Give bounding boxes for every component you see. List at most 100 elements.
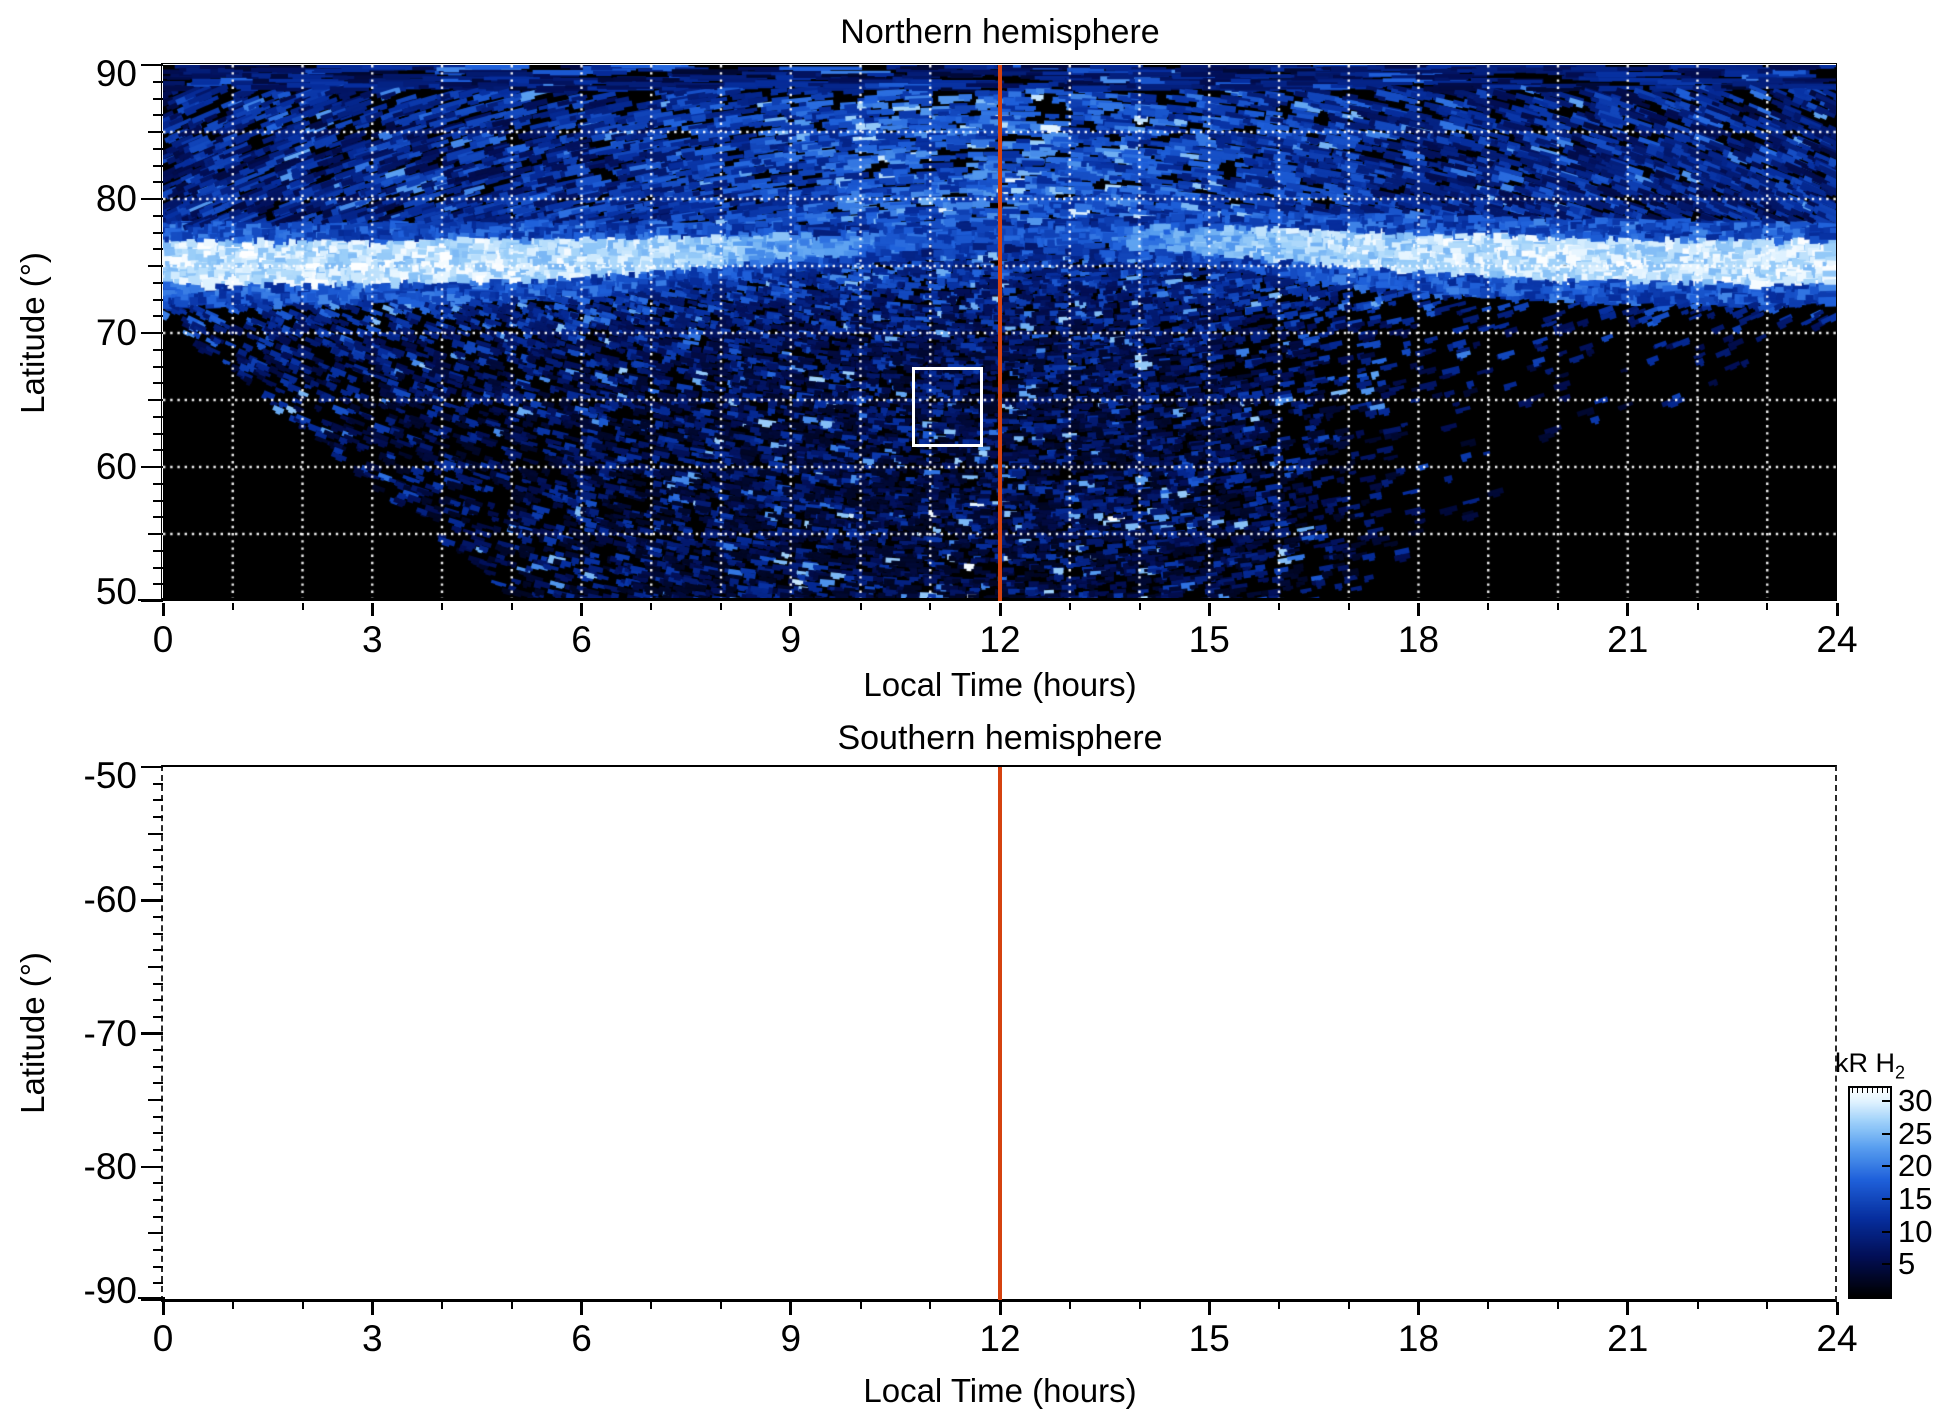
axis-tick [153, 949, 163, 952]
x-tick-label: 18 [1397, 1318, 1440, 1359]
colorbar-tick-label: 15 [1898, 1181, 1933, 1217]
axis-tick [161, 603, 165, 616]
axis-tick [370, 1302, 374, 1315]
axis-tick [153, 181, 163, 184]
x-tick-label: 3 [361, 1318, 383, 1359]
axis-tick [1417, 603, 1420, 616]
axis-tick [141, 63, 163, 67]
axis-tick [153, 114, 163, 117]
axis-tick [153, 164, 163, 167]
selection-box [912, 366, 984, 447]
axis-tick [998, 603, 1002, 616]
colorbar-tick-label: 25 [1898, 1115, 1933, 1151]
colorbar-label: kR H2 [1835, 1048, 1905, 1083]
colorbar-minor-tick [1876, 1088, 1879, 1093]
colorbar-minor-tick [1871, 1088, 1874, 1093]
y-tick-label: -90 [83, 1270, 137, 1311]
axis-tick [153, 915, 163, 918]
y-tick-label: -60 [83, 879, 137, 921]
axis-tick [1138, 1302, 1141, 1309]
axis-tick [148, 131, 163, 133]
axis-tick [153, 281, 163, 284]
colorbar-tick [1882, 1198, 1890, 1201]
colorbar-tick-label: 5 [1898, 1246, 1916, 1282]
colorbar-minor-tick [1851, 1088, 1854, 1093]
axis-tick [141, 1165, 163, 1168]
x-tick-label: 0 [152, 1318, 174, 1359]
axis-tick [153, 865, 163, 868]
axis-tick [859, 603, 862, 610]
axis-tick [1835, 603, 1839, 616]
colorbar-label-text: kR H [1835, 1048, 1895, 1078]
axis-tick [1835, 1302, 1839, 1315]
axis-tick [370, 603, 374, 616]
axis-tick [1626, 1302, 1630, 1315]
colorbar-minor-tick [1856, 1088, 1859, 1093]
axis-tick [153, 1149, 163, 1152]
axis-tick [580, 1302, 583, 1315]
south-x-axis-stub [138, 1297, 165, 1299]
north-x-axis-title: Local Time (hours) [863, 666, 1137, 703]
colorbar-tick-label: 10 [1898, 1213, 1933, 1249]
axis-tick [301, 603, 304, 610]
x-tick-label: 9 [780, 1318, 802, 1359]
x-tick-label: 21 [1607, 619, 1649, 660]
axis-tick [153, 1215, 163, 1218]
axis-tick [153, 147, 163, 150]
axis-tick [153, 932, 163, 935]
axis-tick [1207, 1302, 1211, 1315]
axis-tick [141, 599, 163, 603]
axis-tick [720, 603, 722, 610]
x-tick-label: 0 [152, 619, 174, 660]
colorbar-tick [1882, 1165, 1890, 1168]
colorbar-tick-label: 30 [1898, 1083, 1933, 1119]
axis-tick [153, 549, 163, 552]
y-tick-label: 60 [95, 446, 137, 487]
axis-tick [1138, 603, 1141, 610]
axis-tick [153, 982, 163, 985]
axis-tick [153, 583, 163, 586]
axis-tick [153, 799, 163, 802]
colorbar-tick [1882, 1230, 1890, 1233]
north-title: Northern hemisphere [840, 13, 1160, 51]
axis-tick [929, 1302, 932, 1309]
axis-tick [1417, 1302, 1420, 1315]
axis-tick [153, 231, 163, 234]
axis-tick [301, 1302, 304, 1309]
axis-tick [1207, 603, 1211, 616]
noon-meridian-line-north [998, 65, 1002, 601]
colorbar-tick-label: 20 [1898, 1148, 1933, 1184]
south-x-axis-title: Local Time (hours) [863, 1372, 1137, 1409]
colorbar-label-subscript: 2 [1895, 1062, 1906, 1083]
colorbar-tick [1882, 1132, 1890, 1135]
axis-tick [141, 1298, 163, 1302]
axis-tick [153, 1015, 163, 1018]
axis-tick [153, 1065, 163, 1068]
south-title: Southern hemisphere [837, 719, 1163, 757]
axis-tick [1347, 1302, 1350, 1309]
axis-tick [153, 782, 163, 785]
y-tick-label: -80 [83, 1145, 137, 1187]
axis-tick [1557, 1302, 1559, 1309]
axis-tick [231, 603, 234, 610]
axis-tick [153, 298, 163, 301]
axis-tick [720, 1302, 722, 1309]
axis-tick [1068, 1302, 1071, 1309]
axis-tick [650, 1302, 653, 1309]
x-tick-label: 3 [361, 619, 383, 660]
axis-tick [153, 382, 163, 385]
axis-tick [859, 1302, 862, 1309]
axis-tick [148, 533, 163, 535]
axis-tick [153, 1132, 163, 1135]
axis-tick [231, 1302, 234, 1309]
axis-tick [153, 815, 163, 818]
axis-tick [153, 365, 163, 368]
axis-tick [153, 1199, 163, 1202]
axis-tick [141, 331, 163, 335]
axis-tick [153, 1182, 163, 1185]
y-tick-label: -70 [83, 1012, 137, 1054]
axis-tick [141, 197, 163, 201]
axis-tick [153, 999, 163, 1002]
x-tick-label: 15 [1188, 619, 1230, 660]
axis-tick [1487, 603, 1490, 610]
